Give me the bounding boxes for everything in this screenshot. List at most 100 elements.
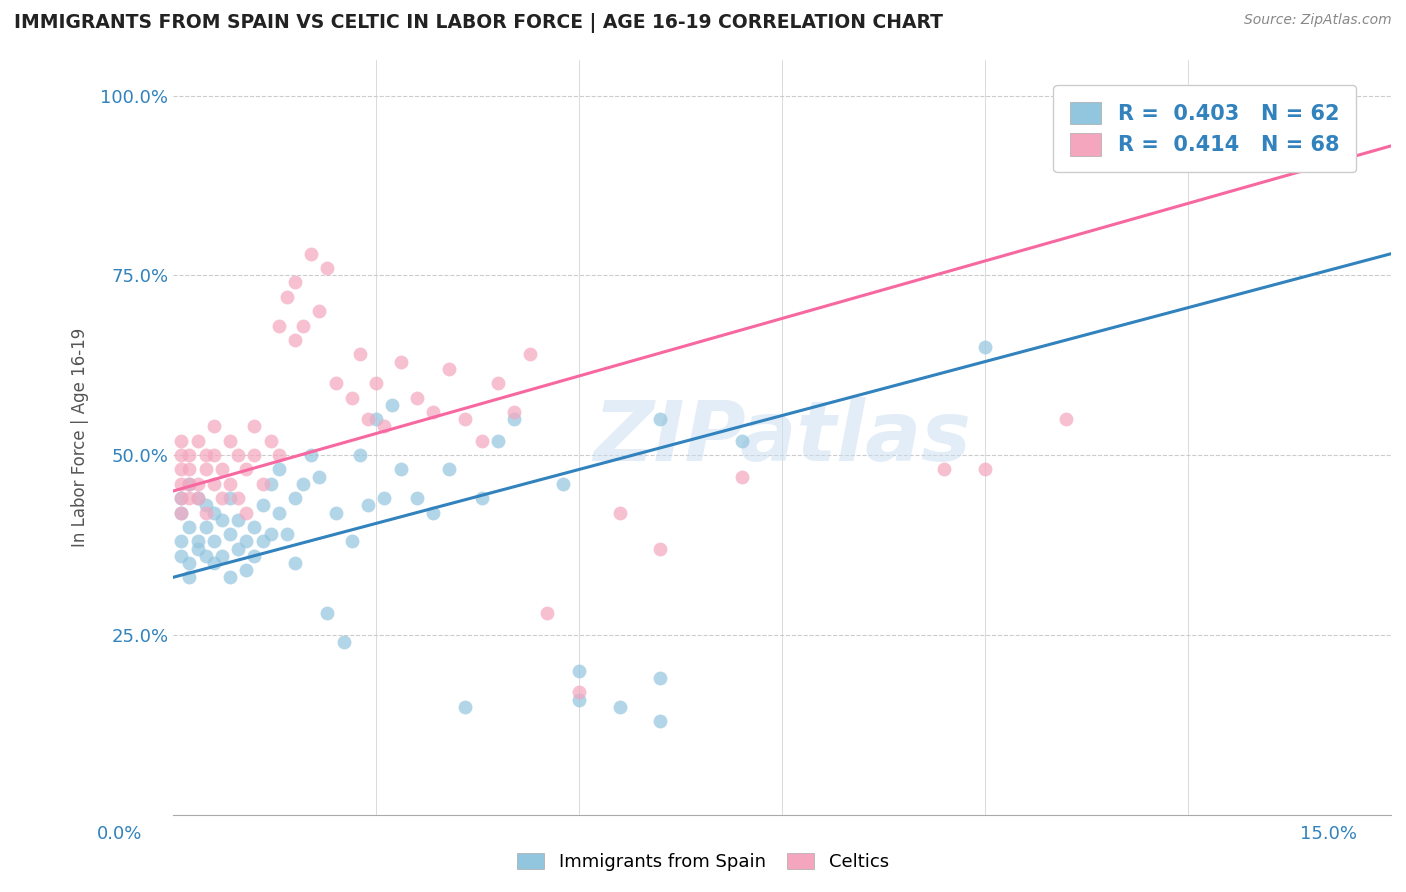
Point: [389, 354, 412, 368]
Point: [373, 491, 395, 506]
Point: [179, 570, 201, 584]
Point: [934, 462, 956, 476]
Point: [551, 476, 574, 491]
Point: [349, 347, 371, 361]
Point: [454, 699, 477, 714]
Point: [503, 405, 526, 419]
Point: [405, 491, 427, 506]
Point: [276, 290, 298, 304]
Point: [179, 448, 201, 462]
Point: [422, 506, 444, 520]
Point: [202, 534, 225, 549]
Point: [284, 491, 307, 506]
Point: [170, 462, 193, 476]
Point: [194, 448, 217, 462]
Point: [170, 434, 193, 448]
Point: [276, 527, 298, 541]
Point: [179, 462, 201, 476]
Point: [299, 246, 322, 260]
Point: [187, 534, 209, 549]
Point: [252, 476, 274, 491]
Point: [332, 635, 354, 649]
Point: [454, 412, 477, 426]
Point: [340, 534, 363, 549]
Point: [187, 491, 209, 506]
Point: [211, 549, 233, 563]
Point: [235, 563, 257, 577]
Point: [194, 499, 217, 513]
Point: [486, 376, 509, 391]
Point: [226, 448, 249, 462]
Point: [219, 491, 242, 506]
Point: [357, 412, 380, 426]
Point: [179, 520, 201, 534]
Legend: Immigrants from Spain, Celtics: Immigrants from Spain, Celtics: [510, 846, 896, 879]
Point: [284, 276, 307, 290]
Point: [202, 448, 225, 462]
Text: 0.0%: 0.0%: [97, 825, 142, 843]
Point: [439, 361, 461, 376]
Point: [267, 448, 290, 462]
Point: [259, 527, 281, 541]
Point: [170, 506, 193, 520]
Point: [202, 556, 225, 570]
Point: [179, 556, 201, 570]
Point: [194, 520, 217, 534]
Point: [235, 506, 257, 520]
Point: [252, 499, 274, 513]
Point: [243, 520, 266, 534]
Point: [349, 448, 371, 462]
Point: [650, 412, 672, 426]
Point: [316, 261, 339, 276]
Point: [568, 664, 591, 678]
Point: [170, 506, 193, 520]
Point: [179, 476, 201, 491]
Point: [235, 462, 257, 476]
Point: [226, 513, 249, 527]
Point: [325, 506, 347, 520]
Text: 15.0%: 15.0%: [1301, 825, 1357, 843]
Point: [170, 476, 193, 491]
Point: [226, 541, 249, 556]
Point: [219, 570, 242, 584]
Point: [974, 340, 997, 354]
Point: [325, 376, 347, 391]
Point: [650, 714, 672, 728]
Point: [211, 462, 233, 476]
Point: [1054, 412, 1077, 426]
Point: [381, 398, 404, 412]
Point: [259, 476, 281, 491]
Point: [219, 434, 242, 448]
Point: [422, 405, 444, 419]
Point: [471, 491, 494, 506]
Point: [405, 391, 427, 405]
Point: [292, 476, 315, 491]
Point: [243, 448, 266, 462]
Point: [259, 434, 281, 448]
Legend: R =  0.403   N = 62, R =  0.414   N = 68: R = 0.403 N = 62, R = 0.414 N = 68: [1053, 85, 1357, 172]
Point: [373, 419, 395, 434]
Point: [1054, 124, 1077, 138]
Point: [219, 527, 242, 541]
Point: [439, 462, 461, 476]
Point: [202, 419, 225, 434]
Point: [609, 699, 631, 714]
Point: [211, 491, 233, 506]
Point: [1054, 103, 1077, 117]
Point: [202, 506, 225, 520]
Point: [503, 412, 526, 426]
Point: [243, 549, 266, 563]
Point: [187, 434, 209, 448]
Point: [267, 462, 290, 476]
Point: [179, 476, 201, 491]
Point: [366, 376, 388, 391]
Point: [974, 462, 997, 476]
Point: [357, 499, 380, 513]
Y-axis label: In Labor Force | Age 16-19: In Labor Force | Age 16-19: [72, 327, 89, 547]
Point: [170, 534, 193, 549]
Point: [471, 434, 494, 448]
Point: [267, 318, 290, 333]
Point: [308, 469, 330, 483]
Point: [170, 491, 193, 506]
Point: [211, 513, 233, 527]
